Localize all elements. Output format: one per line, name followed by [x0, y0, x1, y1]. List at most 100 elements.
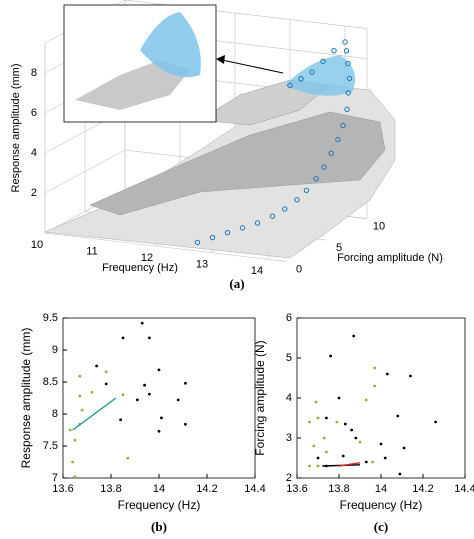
- data-point: [352, 334, 356, 338]
- x-tick-label: 14: [375, 483, 387, 495]
- data-point: [383, 456, 387, 460]
- y-tick-label: 5: [336, 242, 342, 254]
- data-point: [396, 414, 400, 418]
- arrow: [221, 59, 284, 74]
- y-tick-label: 4: [286, 392, 292, 404]
- data-point: [209, 234, 216, 241]
- panel-label: (c): [374, 519, 388, 534]
- y-tick-label: 10: [373, 221, 385, 233]
- data-point: [282, 206, 288, 212]
- grid-line: [44, 232, 288, 262]
- data-point: [316, 456, 320, 460]
- z-tick-label: 6: [31, 107, 37, 119]
- data-point: [322, 436, 326, 440]
- y-axis-label: Forcing amplitude (N): [337, 252, 443, 264]
- y-tick-label: 9.5: [43, 312, 58, 324]
- x-tick-label: 13.6: [52, 483, 73, 495]
- data-point: [90, 390, 94, 394]
- data-point: [335, 136, 341, 143]
- data-point: [379, 442, 383, 446]
- data-point: [328, 150, 334, 157]
- z-tick-label: 4: [31, 147, 37, 159]
- data-point: [157, 368, 161, 372]
- data-point: [350, 428, 353, 432]
- x-tick-label: 13: [196, 258, 208, 270]
- data-point: [316, 464, 320, 468]
- data-point: [254, 220, 261, 226]
- data-point: [373, 384, 377, 388]
- data-point: [269, 213, 276, 219]
- data-point: [184, 422, 187, 426]
- y-axis-label: Response amplitude (mm): [19, 328, 33, 469]
- data-point: [342, 39, 348, 45]
- data-point: [346, 75, 353, 82]
- data-point: [335, 420, 339, 424]
- data-point: [157, 429, 161, 433]
- data-point: [104, 382, 108, 386]
- data-point: [344, 106, 350, 113]
- data-point: [71, 460, 74, 464]
- data-point: [358, 440, 362, 444]
- data-point: [409, 374, 412, 378]
- data-point: [373, 366, 377, 370]
- x-tick-label: 14.2: [412, 483, 433, 495]
- inset-region: [140, 12, 201, 78]
- surfaces: [44, 4, 396, 259]
- x-axis-label: Frequency (Hz): [340, 498, 423, 512]
- data-point: [434, 420, 437, 424]
- data-point: [354, 436, 358, 440]
- y-tick-label: 7: [52, 472, 58, 484]
- data-point: [239, 225, 246, 231]
- data-point: [364, 460, 368, 464]
- y-tick-label: 3: [286, 432, 292, 444]
- data-point: [345, 90, 351, 96]
- data-point: [176, 398, 180, 402]
- data-point: [298, 76, 304, 82]
- x-tick-label: 14.2: [196, 483, 217, 495]
- data-point: [314, 400, 318, 404]
- data-point: [308, 464, 311, 468]
- data-point: [337, 396, 341, 400]
- data-point: [287, 82, 293, 89]
- x-tick-label: 10: [31, 239, 43, 251]
- x-tick-label: 12: [141, 252, 153, 264]
- data-point: [321, 164, 327, 170]
- y-tick-label: 5: [286, 352, 292, 364]
- data-point: [325, 416, 328, 420]
- data-point: [104, 370, 108, 374]
- data-point: [329, 354, 332, 358]
- data-point: [160, 416, 163, 420]
- data-point: [343, 422, 347, 426]
- data-point: [148, 392, 151, 396]
- grid-line: [44, 149, 126, 194]
- x-tick-label: 13.6: [286, 483, 307, 495]
- data-point: [224, 230, 231, 236]
- data-point: [316, 416, 320, 420]
- data-point: [126, 456, 130, 460]
- data-point: [320, 58, 326, 65]
- x-tick-label: 14.4: [244, 483, 265, 495]
- data-point: [341, 454, 345, 458]
- data-point: [343, 48, 350, 54]
- data-point: [121, 393, 125, 397]
- z-tick-label: 8: [31, 67, 37, 79]
- data-point: [194, 239, 201, 246]
- data-point: [331, 48, 337, 54]
- data-point: [371, 460, 374, 464]
- y-tick-label: 2: [286, 472, 292, 484]
- data-point: [148, 336, 151, 340]
- data-point: [309, 69, 315, 75]
- data-point: [385, 372, 389, 376]
- data-point: [303, 187, 310, 194]
- arrow-head: [216, 55, 225, 64]
- data-point: [398, 472, 402, 476]
- z-tick-label: 2: [31, 187, 37, 199]
- y-tick-label: 6: [286, 312, 292, 324]
- data-point: [136, 398, 139, 402]
- data-point: [364, 398, 368, 402]
- x-tick-label: 13.8: [100, 483, 121, 495]
- plot-frame: [296, 317, 466, 479]
- data-point: [78, 394, 82, 398]
- x-axis-label: Frequency (Hz): [118, 498, 201, 512]
